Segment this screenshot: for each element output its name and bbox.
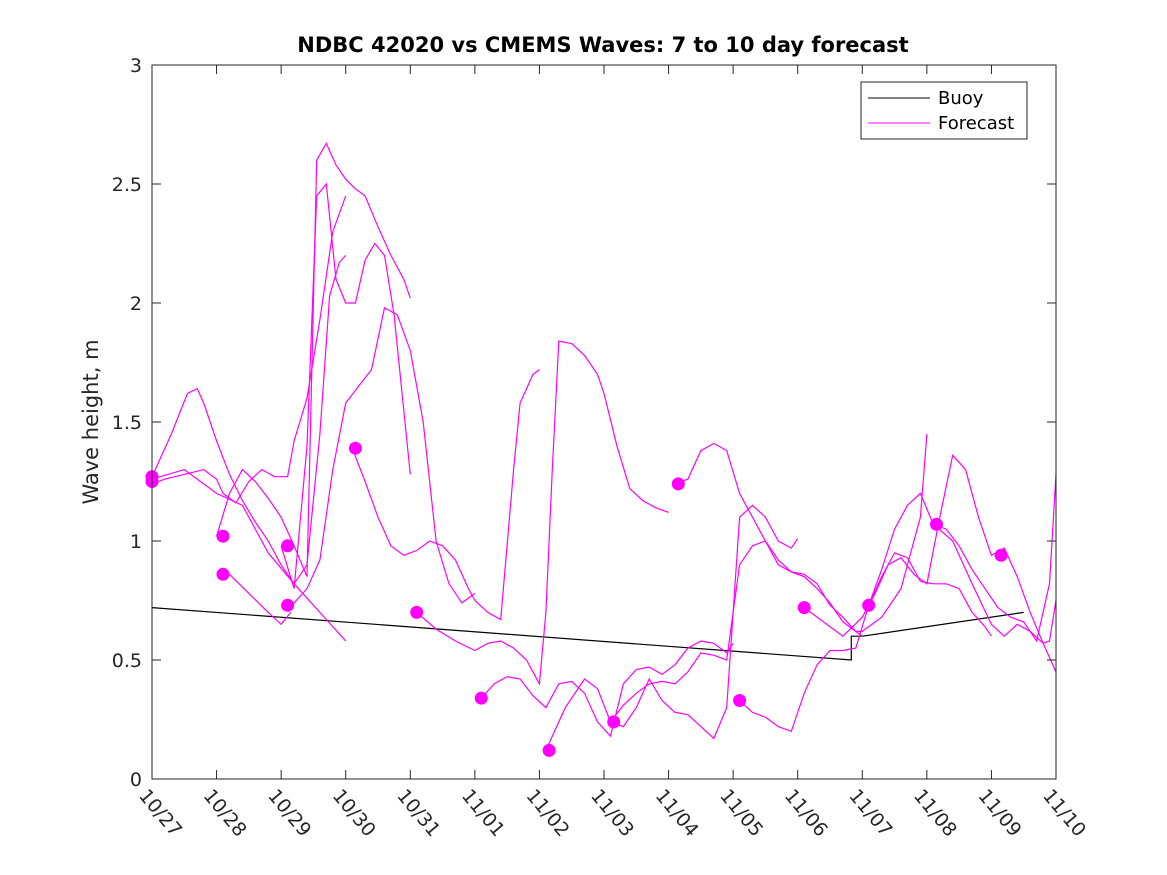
y-tick-label-3: 1.5: [112, 412, 142, 434]
forecast-start-marker-3: [216, 567, 230, 581]
forecast-start-marker-7: [410, 605, 424, 619]
forecast-line-7: [151, 468, 347, 642]
forecast-line-12: [610, 540, 863, 723]
forecast-start-marker-8: [474, 691, 488, 705]
forecast-start-marker-4: [281, 539, 295, 553]
forecast-line-8: [351, 369, 540, 621]
forecast-start-marker-10: [607, 715, 621, 729]
forecast-start-marker-14: [862, 598, 876, 612]
forecast-start-marker-6: [348, 441, 362, 455]
forecast-line-5: [280, 182, 411, 589]
y-tick-label-6: 3: [130, 55, 142, 77]
forecast-line-10: [480, 640, 734, 738]
chart-title: NDBC 42020 vs CMEMS Waves: 7 to 10 day f…: [297, 33, 908, 57]
forecast-line-11: [545, 504, 799, 751]
y-tick-label-1: 0.5: [112, 650, 142, 672]
buoy-line: [151, 607, 1024, 661]
forecast-line-6: [280, 306, 476, 606]
legend-buoy-label: Buoy: [938, 88, 984, 109]
forecast-line-15: [803, 454, 1057, 673]
legend: Buoy Forecast: [860, 81, 1028, 140]
forecast-start-marker-16: [994, 548, 1008, 562]
forecast-start-marker-9: [542, 743, 556, 757]
y-tick-label-5: 2.5: [112, 174, 142, 196]
y-tick-label-0: 0: [130, 769, 142, 791]
legend-box: [860, 81, 1028, 140]
y-axis-label: Wave height, m: [79, 339, 103, 504]
forecast-line-13: [674, 433, 928, 633]
forecast-line-17: [932, 523, 1057, 644]
forecast-line-3: [216, 142, 411, 577]
forecast-start-marker-15: [930, 517, 943, 531]
forecast-start-marker-2: [216, 529, 230, 543]
forecast-start-marker-5: [281, 598, 295, 612]
forecast-line-1: [151, 254, 347, 585]
forecast-start-marker-11: [671, 477, 685, 491]
forecast-start-marker-13: [797, 601, 811, 615]
y-tick-label-2: 1: [130, 531, 142, 553]
forecast-line-2: [151, 195, 347, 504]
y-tick-label-4: 2: [130, 293, 142, 315]
y-axis-ticks: 0 0.5 1 1.5 2 2.5 3: [112, 55, 1056, 791]
legend-forecast-label: Forecast: [938, 113, 1014, 134]
forecast-start-marker-12: [733, 694, 747, 707]
forecast-line-9: [416, 340, 669, 686]
